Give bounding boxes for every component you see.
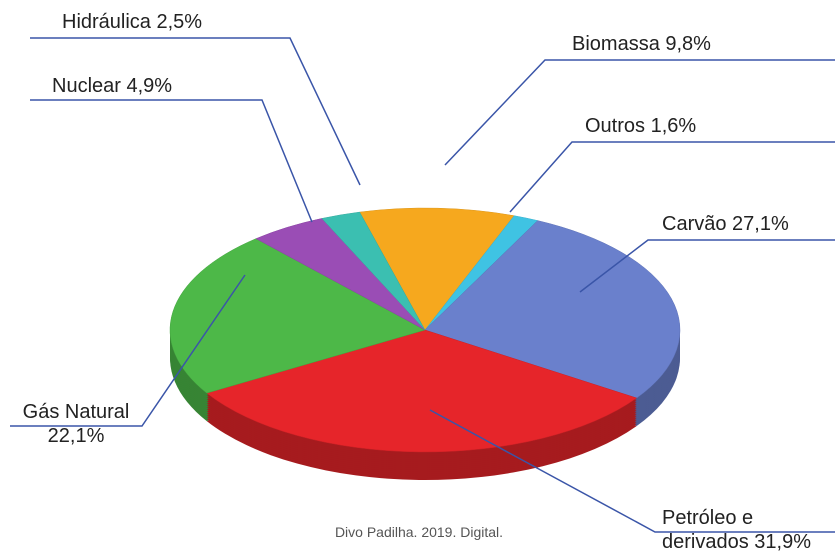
slice-label: Carvão 27,1%	[662, 212, 789, 236]
label-value: 2,5%	[157, 11, 203, 33]
slice-label: Biomassa 9,8%	[572, 32, 711, 56]
slice-label: Hidráulica 2,5%	[62, 10, 202, 34]
leader-line	[510, 142, 835, 212]
leader-line	[30, 38, 360, 185]
label-name: Nuclear	[52, 75, 121, 97]
label-name: Carvão	[662, 213, 726, 235]
leader-line	[30, 100, 312, 222]
label-value: 4,9%	[126, 75, 172, 97]
label-value: 22,1%	[48, 425, 105, 447]
source: Divo Padilha. 2019. Digital.	[0, 524, 838, 540]
label-name: Hidráulica	[62, 11, 151, 33]
infographic: Hidráulica 2,5% Nuclear 4,9% Biomassa 9,…	[0, 0, 838, 558]
label-name: Biomassa	[572, 33, 660, 55]
label-value: 1,6%	[651, 115, 697, 137]
label-name: Outros	[585, 115, 645, 137]
label-name: Gás Natural	[23, 401, 130, 423]
label-value: 27,1%	[732, 213, 789, 235]
slice-label: Outros 1,6%	[585, 114, 696, 138]
label-value: 9,8%	[665, 33, 711, 55]
slice-label: Gás Natural 22,1%	[6, 400, 146, 448]
slice-label: Nuclear 4,9%	[52, 74, 172, 98]
leader-line	[445, 60, 835, 165]
